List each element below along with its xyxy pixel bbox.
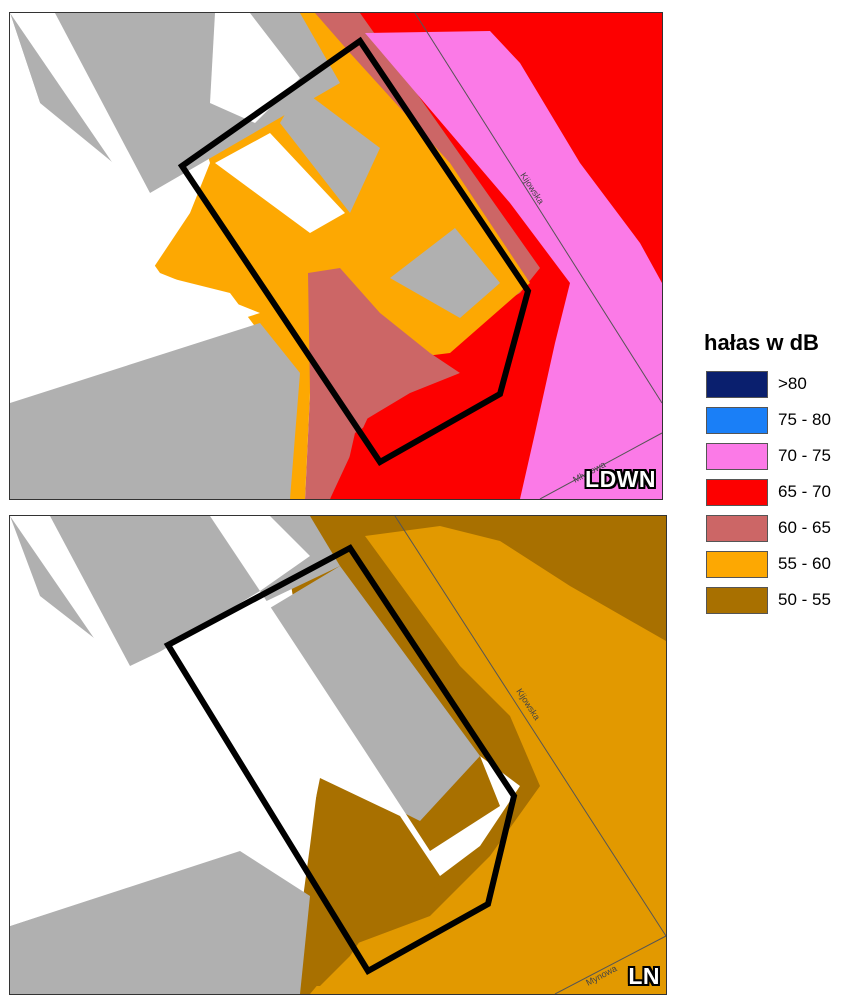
building <box>10 323 300 499</box>
street-line-kijowska <box>414 13 662 404</box>
site-boundary <box>163 544 518 976</box>
map-title-ldwn: LDWN <box>585 466 656 492</box>
legend-swatch <box>706 514 768 542</box>
building <box>10 851 310 994</box>
map-title-ln: LN <box>628 963 660 989</box>
legend-item: 65 - 70 <box>706 474 854 510</box>
street-line-mlynowa <box>539 432 662 499</box>
map-ldwn-canvas: Kijowska Młynowa <box>10 13 662 499</box>
legend-item: 50 - 55 <box>706 582 854 618</box>
legend-swatch <box>706 442 768 470</box>
legend-label: 50 - 55 <box>778 590 831 609</box>
legend-item: 55 - 60 <box>706 546 854 582</box>
legend-label: >80 <box>778 374 807 393</box>
zone-65-70-inner <box>340 283 550 499</box>
map-ldwn: Kijowska Młynowa LDWN <box>9 12 663 500</box>
legend-swatch <box>706 550 768 578</box>
legend-item: 70 - 75 <box>706 438 854 474</box>
street-line-mynowa <box>554 935 666 994</box>
legend-swatch <box>706 370 768 398</box>
white-area <box>10 591 520 926</box>
legend-label: 75 - 80 <box>778 410 831 429</box>
legend-item: >80 <box>706 366 854 402</box>
legend-items: >80 75 - 80 70 - 75 65 - 70 60 - 65 55 -… <box>706 366 854 618</box>
legend-swatch <box>706 586 768 614</box>
zone-60-65-inner <box>308 268 460 499</box>
street-line-kijowska <box>394 516 666 937</box>
legend-swatch <box>706 478 768 506</box>
site-boundary <box>177 36 532 466</box>
map-ln: Kijowska Mynowa LN <box>9 515 667 995</box>
legend-item: 75 - 80 <box>706 402 854 438</box>
building <box>280 88 380 213</box>
map-ln-canvas: Kijowska Mynowa <box>10 516 666 994</box>
legend-item: 60 - 65 <box>706 510 854 546</box>
zone-70-75 <box>365 31 662 499</box>
legend-label: 60 - 65 <box>778 518 831 537</box>
white-area <box>10 13 260 393</box>
building <box>10 516 130 676</box>
legend-label: 55 - 60 <box>778 554 831 573</box>
legend-swatch <box>706 406 768 434</box>
legend: hałas w dB >80 75 - 80 70 - 75 65 - 70 6… <box>704 330 854 618</box>
building <box>390 228 500 318</box>
building <box>210 516 310 591</box>
white-area <box>215 133 345 233</box>
legend-label: 70 - 75 <box>778 446 831 465</box>
building <box>10 13 150 203</box>
building <box>265 566 480 821</box>
zone-55-60 <box>310 526 666 994</box>
legend-title: hałas w dB <box>704 330 819 355</box>
legend-label: 65 - 70 <box>778 482 831 501</box>
